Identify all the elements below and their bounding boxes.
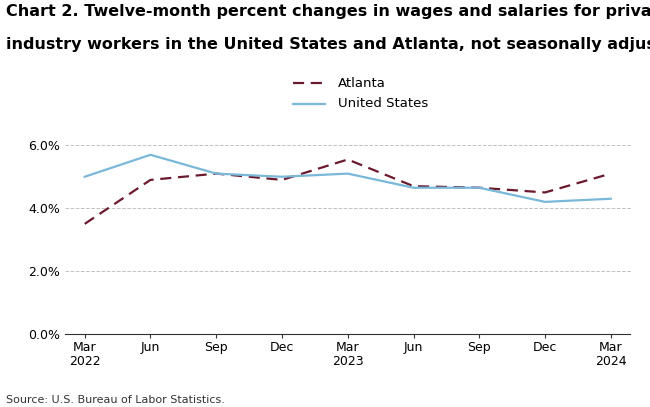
- United States: [475, 185, 483, 190]
- Atlanta: [278, 177, 286, 182]
- United States: [410, 185, 417, 190]
- Atlanta: [344, 157, 352, 162]
- United States: [213, 171, 220, 176]
- United States: [147, 152, 155, 157]
- United States: [607, 196, 615, 201]
- Text: Source: U.S. Bureau of Labor Statistics.: Source: U.S. Bureau of Labor Statistics.: [6, 395, 226, 405]
- Line: Atlanta: Atlanta: [84, 160, 611, 224]
- Line: United States: United States: [84, 155, 611, 202]
- Atlanta: [475, 185, 483, 190]
- Text: Atlanta: Atlanta: [338, 77, 386, 90]
- Text: United States: United States: [338, 97, 428, 110]
- Text: industry workers in the United States and Atlanta, not seasonally adjusted: industry workers in the United States an…: [6, 37, 650, 52]
- Text: Chart 2. Twelve-month percent changes in wages and salaries for private: Chart 2. Twelve-month percent changes in…: [6, 4, 650, 19]
- Atlanta: [541, 190, 549, 195]
- Atlanta: [213, 171, 220, 176]
- United States: [541, 199, 549, 204]
- Atlanta: [607, 171, 615, 176]
- Atlanta: [410, 184, 417, 188]
- United States: [278, 174, 286, 179]
- United States: [344, 171, 352, 176]
- United States: [81, 174, 88, 179]
- Atlanta: [147, 177, 155, 182]
- Atlanta: [81, 221, 88, 226]
